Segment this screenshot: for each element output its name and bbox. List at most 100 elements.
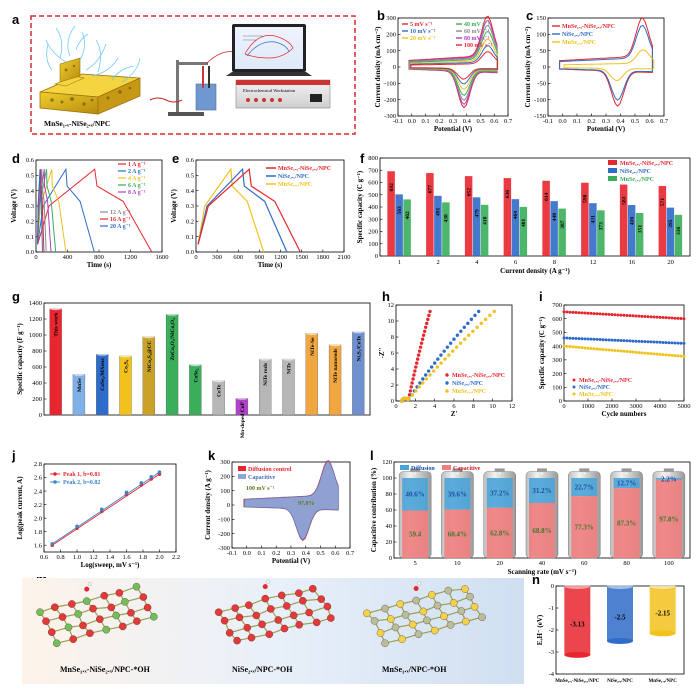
c-ytick-label: 150 [536, 15, 546, 22]
g-bar-label-4: NiCo₂S₄@CC [147, 341, 153, 373]
n-ytick-label: -3 [549, 649, 554, 656]
f-bar-value-0-0: 692 [389, 183, 395, 192]
i-point-2-38 [676, 354, 680, 358]
i-point-2-8 [586, 346, 590, 350]
n-ytick-label: -4 [549, 671, 555, 678]
f-bar-2-1 [442, 202, 450, 256]
l-battery-terminal-4 [579, 468, 590, 472]
l-capacitive-value-6: 97.8% [659, 515, 678, 523]
j-ylabel: Log(peak current, A) [16, 476, 24, 540]
h-point-1-22 [459, 329, 463, 333]
model-nise-atom [277, 591, 286, 600]
c-ytick-label: 0 [543, 64, 546, 71]
i-point-2-13 [601, 347, 605, 351]
b-xtick-label: 0.2 [435, 118, 443, 125]
model-nise-atom [295, 621, 303, 629]
h-point-0-25 [426, 317, 430, 322]
model-nise-atom [327, 614, 335, 622]
h-point-2-24 [479, 321, 484, 326]
j-xtick-label: 1.0 [73, 554, 81, 561]
l-diffusion-value-1: 39.6% [448, 490, 467, 498]
sample-label: MnSe₁.ₓ-NiSe₂.ₓ/NPC [44, 119, 110, 128]
h-point-0-22 [422, 329, 427, 333]
e-xtick-label: 2100 [338, 254, 351, 261]
i-ytick-label: 700 [552, 302, 562, 309]
f-bar-value-0-1: 677 [428, 185, 434, 194]
model-nise-atom [233, 636, 241, 645]
n-xtick-label: MnSe₁.ₓ/NPC [648, 679, 677, 684]
i-ytick-label: 600 [552, 316, 562, 323]
panel-label-f: f [360, 151, 365, 166]
f-ytick-label: 200 [368, 229, 378, 236]
l-ytick-label: 120 [382, 459, 392, 466]
i-point-1-30 [652, 340, 656, 344]
b-xtick-label: 0.4 [463, 118, 472, 125]
f-bar-value-2-2: 418 [482, 216, 488, 225]
k-xtick-label: 0.5 [316, 550, 324, 557]
l-battery-plus-4: + [583, 472, 587, 478]
g-ytick-label: 1200 [29, 316, 42, 323]
h-point-2-12 [431, 369, 436, 373]
j-xtick-label: 1.2 [89, 554, 97, 561]
f-bar-2-3 [519, 206, 528, 256]
i-plot-frame [563, 304, 685, 402]
i-point-2-24 [634, 350, 638, 354]
g-bar-cap-6 [189, 363, 202, 367]
model-mnse-nise [36, 582, 158, 648]
l-battery-plus-2: + [498, 472, 502, 478]
i-point-0-39 [679, 317, 683, 321]
k-xtick-label: 0.4 [302, 550, 311, 557]
j-point-1-4 [139, 481, 144, 485]
l-xtick-label: 60 [581, 560, 588, 567]
i-point-2-2 [568, 345, 572, 349]
panel-label-j: j [11, 448, 16, 463]
c-xtick-label: 0.7 [660, 118, 669, 125]
i-point-1-7 [583, 337, 587, 341]
f-bar-2-0 [403, 199, 411, 256]
d-gcd-curve-7 [37, 169, 43, 253]
h-legend-label-1: NiSe₂.ₓ/NPC [452, 381, 483, 387]
i-point-1-13 [601, 338, 605, 342]
model-mnse-atom [440, 612, 448, 620]
i-legend-label-2: MnSe₁.ₓ/NPC [579, 392, 613, 398]
n-bar-bottom-0 [564, 651, 591, 658]
k-ytick-label: 100 [220, 488, 230, 495]
i-point-0-4 [574, 311, 578, 315]
sponge-electrode [39, 57, 141, 115]
model-mnse-nise-atom [127, 609, 135, 617]
model-mnse-nise-atom [139, 593, 148, 601]
f-ytick-label: 500 [368, 192, 378, 199]
chart-e: 0 300 600 900 1200 1500 1800 2100 0.0 0.1 0.2 0.3 0.… [170, 157, 351, 269]
h-point-0-23 [423, 325, 428, 329]
b-ytick-label: 100 [386, 48, 396, 55]
i-point-2-23 [631, 350, 635, 354]
model-mnse-nise-atom [58, 613, 67, 621]
g-bar-cap-11 [305, 331, 318, 335]
f-legend-label-2: MnSe₁.ₓ/NPC [620, 177, 654, 183]
k-legend-label-0: Diffusion control [248, 467, 292, 473]
f-bar-value-1-6: 416 [629, 217, 635, 226]
i-legend-swatch-1 [572, 385, 576, 389]
i-xtick-label: 5000 [678, 403, 691, 410]
j-point-1-3 [124, 490, 129, 495]
g-plot-frame [43, 302, 371, 416]
chart-c: -0.1 0.0 0.1 0.2 0.3 0.4 0.5 0.6 0.7 -150 -100 -50 0… [524, 15, 669, 133]
b-legend-label-4: 60 mV s⁻¹ [464, 29, 490, 35]
model-mnse-nise-atom [74, 610, 82, 618]
f-xtick-label: 1 [398, 259, 401, 266]
h-ytick-label: 10 [388, 318, 395, 325]
l-diffusion-bar-0 [402, 478, 429, 511]
model-nise-atom [299, 597, 307, 605]
d-ytick-label: 0.4 [26, 188, 35, 195]
nanowire-decoration [45, 25, 141, 83]
model-mnse-atom [461, 617, 470, 626]
l-capacitive-bar-6 [655, 479, 682, 558]
b-xtick-label: 0.5 [476, 118, 484, 125]
g-bar-label-7: CoTe [217, 384, 223, 397]
model-mnse-atom [457, 607, 466, 615]
model-mnse-nise-oh-h-atom [87, 582, 92, 587]
h-ytick-label: 12 [388, 302, 395, 309]
h-point-1-11 [423, 373, 428, 377]
i-point-0-26 [640, 314, 644, 318]
h-point-1-10 [421, 377, 425, 381]
